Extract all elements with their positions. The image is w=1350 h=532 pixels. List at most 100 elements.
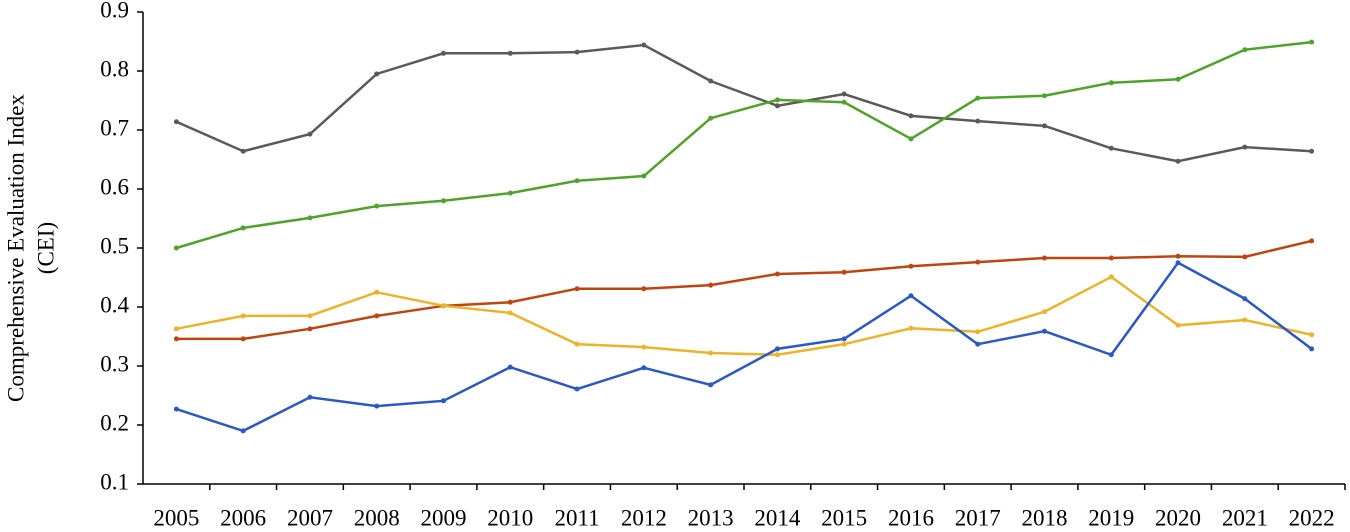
point [908, 136, 914, 142]
point [908, 293, 914, 299]
x-tick-label: 2015 [821, 505, 867, 530]
point [1108, 145, 1114, 151]
point [1242, 296, 1248, 302]
point [1175, 322, 1181, 328]
x-tick-label: 2017 [955, 505, 1001, 530]
series-line [176, 239, 1312, 341]
point [507, 310, 513, 316]
y-tick-label: 0.6 [100, 174, 129, 199]
point [173, 119, 179, 125]
point [1175, 76, 1181, 82]
x-tick-label: 2006 [220, 505, 266, 530]
point [641, 286, 647, 292]
series-line [176, 275, 1312, 357]
point [374, 403, 380, 409]
y-axis-title-line: Comprehensive Evaluation Index [3, 94, 28, 402]
point [240, 148, 246, 154]
point [841, 269, 847, 275]
point [374, 313, 380, 319]
point [173, 336, 179, 342]
point [708, 350, 714, 356]
point [908, 325, 914, 331]
point [975, 118, 981, 124]
point [1042, 328, 1047, 334]
x-tick-label: 2009 [421, 505, 467, 530]
point [908, 113, 914, 119]
series-line [175, 43, 1312, 163]
point [1309, 148, 1315, 154]
point [374, 71, 380, 77]
x-tick-label: 2016 [888, 505, 934, 530]
x-tick-label: 2018 [1022, 505, 1068, 530]
point [774, 346, 780, 352]
point [708, 115, 714, 121]
point [841, 99, 847, 105]
point [975, 329, 981, 335]
point [1108, 352, 1114, 358]
point [307, 215, 313, 221]
y-tick-label: 0.2 [100, 410, 129, 435]
point [307, 313, 313, 319]
point [641, 42, 647, 48]
point [1108, 255, 1114, 261]
point [1242, 144, 1248, 150]
point [841, 91, 847, 97]
point [307, 394, 313, 400]
x-tick-label: 2010 [487, 505, 533, 530]
point [173, 406, 179, 412]
point [240, 313, 246, 319]
y-tick-label: 0.5 [100, 233, 129, 258]
series-line [176, 261, 1313, 433]
x-tick-label: 2022 [1289, 505, 1335, 530]
point [708, 78, 714, 84]
point [507, 299, 513, 305]
y-tick-label: 0.8 [100, 56, 129, 81]
point [1309, 238, 1315, 244]
point [507, 364, 513, 370]
point [574, 286, 580, 292]
point [441, 50, 446, 56]
point [307, 131, 313, 137]
point [1309, 39, 1315, 45]
point [774, 103, 780, 109]
point [1242, 254, 1248, 260]
point [574, 178, 580, 184]
point [1175, 253, 1181, 259]
point [641, 344, 647, 350]
x-tick-label: 2019 [1088, 505, 1134, 530]
point [841, 341, 847, 347]
y-tick-label: 0.3 [100, 351, 129, 376]
y-axis-title: Comprehensive Evaluation Index (CEI) [3, 94, 58, 402]
point [1309, 332, 1315, 338]
point [1042, 123, 1047, 129]
point [173, 326, 179, 332]
point [1309, 346, 1315, 352]
point [240, 428, 246, 434]
point [1108, 80, 1114, 86]
y-axis-title-line: (CEI) [33, 222, 58, 274]
point [574, 49, 580, 55]
x-tick-label: 2013 [688, 505, 734, 530]
series-line [176, 40, 1312, 250]
point [708, 282, 714, 288]
x-tick-label: 2005 [153, 505, 199, 530]
point [374, 289, 380, 295]
point [708, 382, 714, 388]
point [574, 386, 580, 392]
point [1042, 309, 1047, 315]
point [574, 341, 580, 347]
point [240, 336, 246, 342]
point [774, 271, 780, 277]
point [975, 341, 981, 347]
point [1175, 158, 1181, 164]
x-tick-label: 2011 [554, 505, 599, 530]
point [374, 203, 380, 209]
point [1108, 274, 1114, 280]
point [441, 198, 446, 204]
point [975, 259, 981, 265]
y-tick-label: 0.4 [100, 292, 129, 317]
x-tick-label: 2012 [621, 505, 667, 530]
y-tick-label: 0.9 [100, 0, 129, 22]
x-tick-label: 2020 [1155, 505, 1201, 530]
